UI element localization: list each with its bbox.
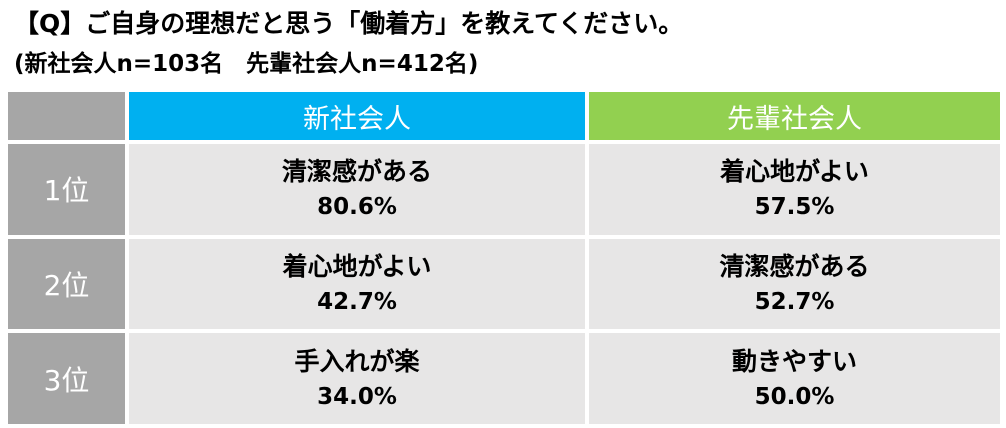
- item-percentage: 50.0%: [754, 383, 835, 410]
- item-percentage: 42.7%: [317, 288, 397, 315]
- result-cell: 清潔感がある 80.6%: [129, 144, 585, 235]
- result-cell: 着心地がよい 57.5%: [589, 144, 1000, 235]
- result-cell: 清潔感がある 52.7%: [589, 238, 1000, 330]
- rank-label: 3位: [8, 333, 125, 424]
- result-cell: 手入れが楽 34.0%: [129, 333, 585, 424]
- subtitle: (新社会人n=103名 先輩社会人n=412名): [14, 51, 479, 77]
- item-name: 着心地がよい: [282, 251, 432, 281]
- column-header: 先輩社会人: [589, 92, 1000, 140]
- rank-label: 2位: [8, 238, 125, 330]
- item-percentage: 57.5%: [754, 194, 835, 221]
- corner-cell: [8, 92, 125, 140]
- rank-label: 1位: [8, 144, 125, 235]
- title: 【Q】ご自身の理想だと思う「働着方」を教えてください。: [14, 9, 684, 38]
- item-name: 手入れが楽: [294, 346, 420, 376]
- item-percentage: 34.0%: [317, 383, 397, 410]
- item-percentage: 80.6%: [317, 194, 397, 221]
- item-name: 清潔感がある: [719, 251, 870, 281]
- item-name: 清潔感がある: [281, 157, 432, 187]
- item-percentage: 52.7%: [754, 288, 835, 315]
- result-cell: 動きやすい 50.0%: [589, 333, 1000, 424]
- table: 新社会人 先輩社会人 1位 清潔感がある 80.6% 着心地がよい 57.5% 2位 着心地がよ…: [8, 92, 1000, 424]
- column-header: 新社会人: [129, 92, 585, 140]
- item-name: 着心地がよい: [720, 157, 869, 187]
- item-name: 動きやすい: [731, 346, 857, 376]
- result-cell: 着心地がよい 42.7%: [129, 238, 585, 330]
